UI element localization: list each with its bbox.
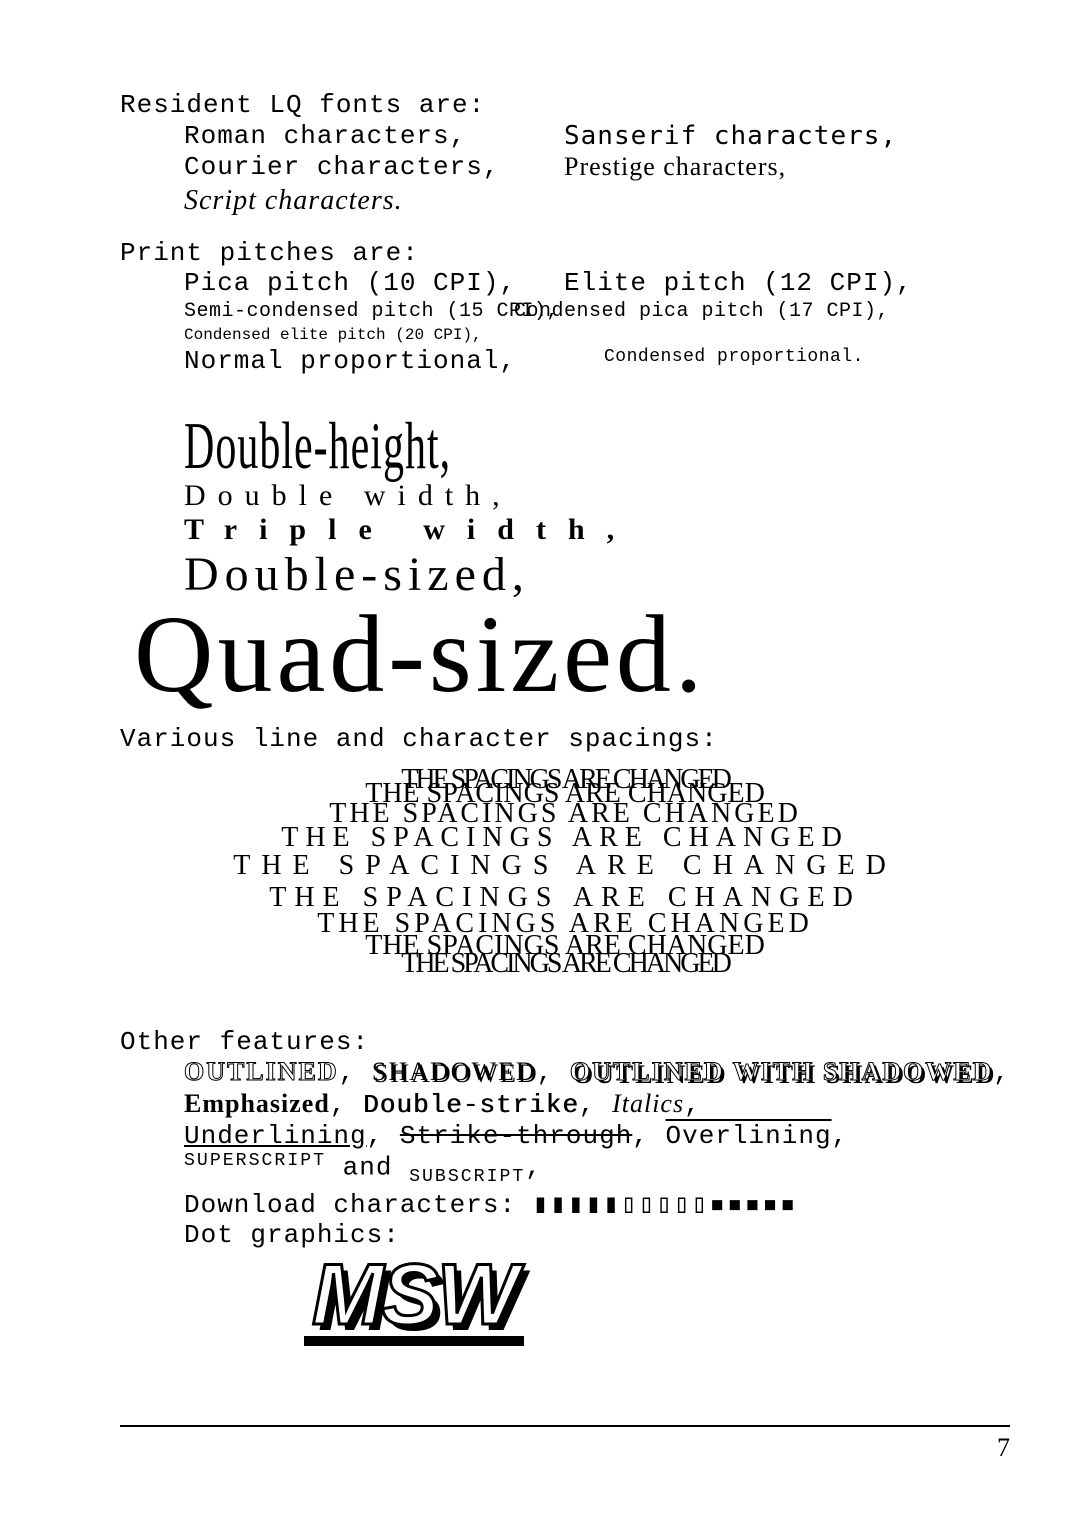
page: Resident LQ fonts are: Roman characters,… [0,0,1080,1533]
feat-double-strike: Double-strike [363,1090,579,1120]
font-courier: Courier characters, [184,152,499,182]
feat-download-label: Download characters: [184,1190,533,1220]
spacings-demo: THE SPACINGS ARE CHANGED THE SPACINGS ARE… [215,763,915,1003]
page-number: 7 [997,1433,1010,1462]
pitch-cond-pica: Condensed pica pitch (17 CPI), [514,300,889,323]
feat-outlined: OUTLINED [184,1057,339,1086]
fonts-section: Resident LQ fonts are: Roman characters,… [120,90,1010,218]
pitches-section: Print pitches are: Pica pitch (10 CPI), … [120,238,1010,377]
font-prestige: Prestige characters, [564,152,786,181]
feat-outlined-shadowed: OUTLINED WITH SHADOWED [570,1057,994,1086]
sizes-section: Double-height, Double width, Triple widt… [120,395,1010,707]
feat-dot-graphics: Dot graphics: [184,1220,1010,1251]
feat-overlining: Overlining [666,1121,832,1151]
spacings-header: Various line and character spacings: [120,724,1010,755]
feat-emphasized: Emphasized [184,1089,330,1118]
spacings-row: THE SPACINGS ARE CHANGED [233,849,897,882]
fonts-header: Resident LQ fonts are: [120,90,1010,121]
font-sanserif: Sanserif characters, [564,121,897,151]
pitch-elite: Elite pitch (12 CPI), [564,268,913,298]
font-script: Script characters. [184,185,403,216]
feat-superscript: SUPERSCRIPT [184,1151,326,1171]
pitch-semi: Semi-condensed pitch (15 CPI), [184,300,559,323]
feat-and: and [343,1153,409,1183]
logo-msw: MSW [304,1257,524,1346]
feat-italics: Italics [612,1089,684,1118]
size-quad-sized: Quad-sized. [134,593,706,715]
size-double-height: Double-height, [184,409,451,486]
size-triple-width: Triple width, [184,513,636,546]
spacings-row: THE SPACINGS ARE CHANGED [401,947,729,980]
pitch-cond-prop: Condensed proportional. [604,347,864,367]
font-roman: Roman characters, [184,121,466,151]
pitches-header: Print pitches are: [120,238,1010,269]
other-header: Other features: [120,1027,1010,1058]
feat-strike-through: Strike-through [400,1121,632,1151]
feat-subscript: SUBSCRIPT [409,1167,525,1187]
feat-underlining: Underlining [184,1121,367,1151]
pitch-pica: Pica pitch (10 CPI), [184,268,516,298]
feat-shadowed: SHADOWED [372,1057,537,1086]
pitch-cond-elite: Condensed elite pitch (20 CPI), [184,326,482,344]
other-section: Other features: OUTLINED, SHADOWED, OUTL… [120,1027,1010,1347]
feat-download-glyphs: ▮▮▮▮▮▯▯▯▯▯▪▪▪▪▪ [533,1189,798,1219]
spacings-section: Various line and character spacings: THE… [120,724,1010,1003]
pitch-normal-prop: Normal proportional, [184,346,516,376]
footer: 7 [120,1425,1010,1463]
